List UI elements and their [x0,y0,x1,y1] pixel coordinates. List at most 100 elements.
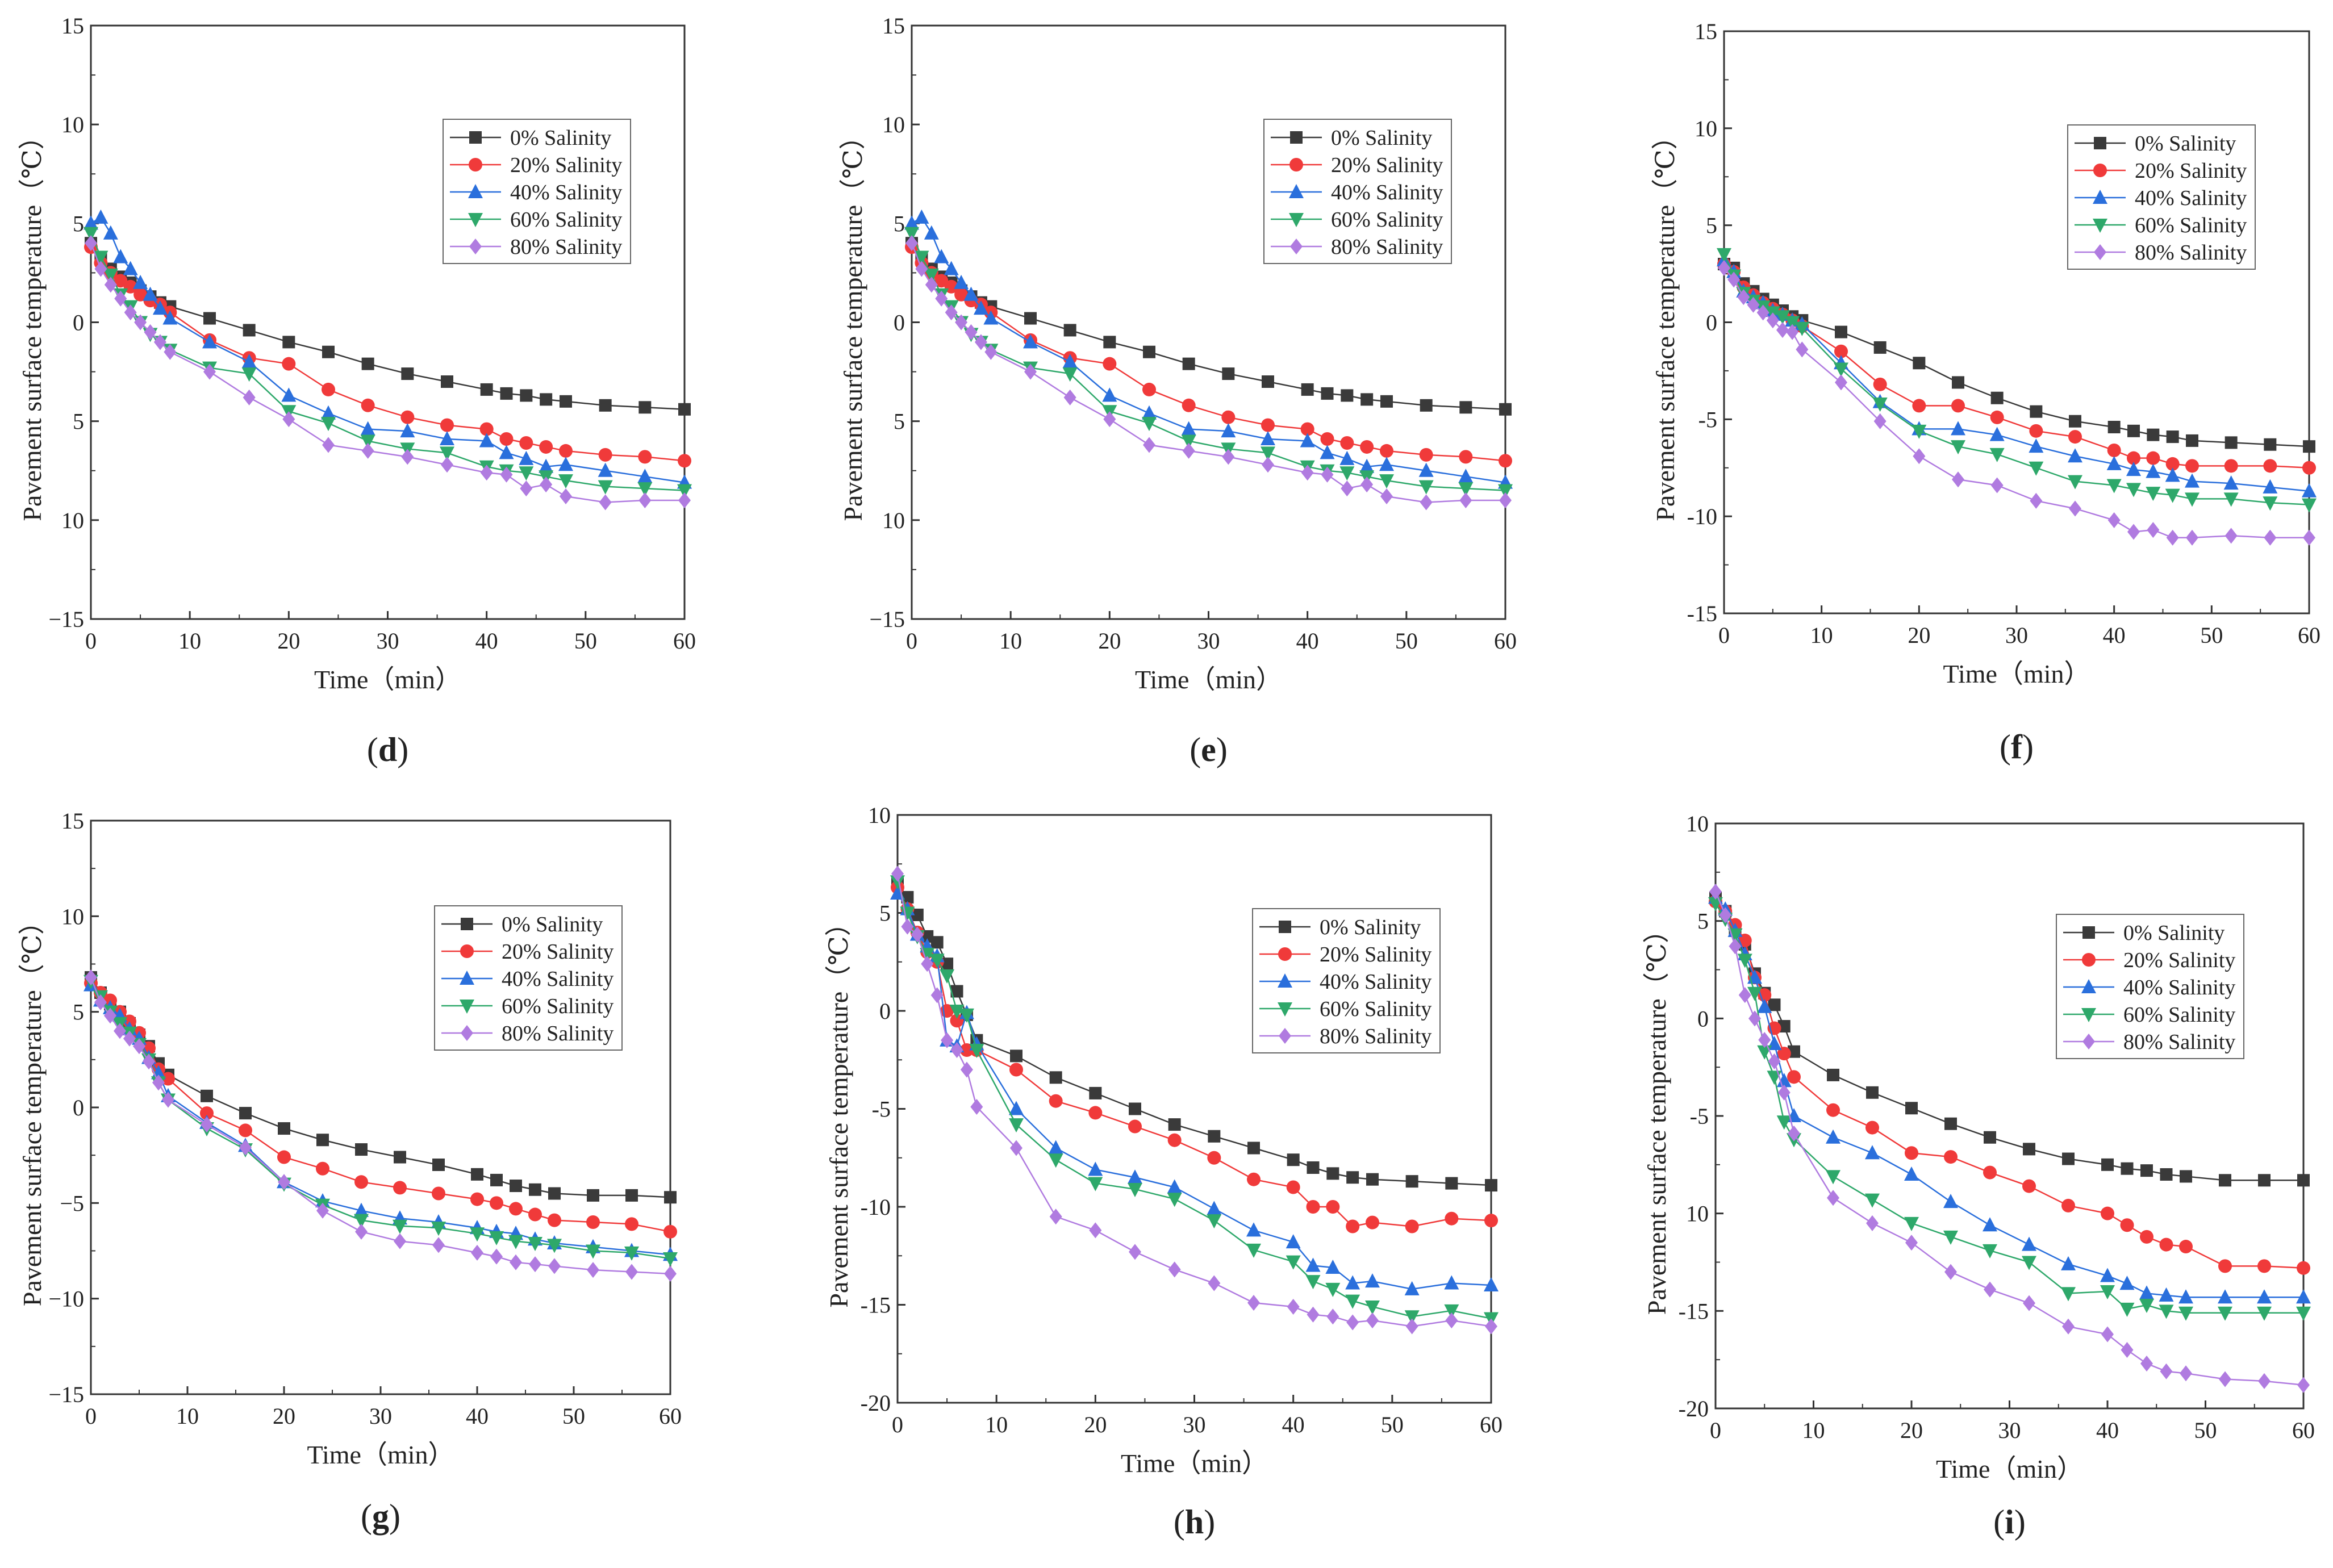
x-axis-label: Time（min） [1943,659,2090,688]
data-point [124,304,137,321]
data-point [559,444,573,458]
data-point [935,290,948,307]
data-point [1484,1214,1498,1228]
data-point [1246,1243,1261,1258]
plot-frame [911,24,1506,620]
x-tick-label: 40 [2096,1418,2119,1443]
legend-entry-label: 60% Salinity [1320,997,1431,1021]
x-tick-label: 20 [1084,1412,1107,1437]
data-point [1326,1308,1339,1325]
data-point [1167,1179,1182,1194]
x-tick-label: 0 [892,1412,903,1437]
x-tick-label: 40 [1282,1412,1305,1437]
data-point [278,1174,290,1190]
data-point [1405,1318,1418,1335]
data-point [1222,449,1235,465]
data-point [2165,457,2180,471]
data-point [1866,1086,1879,1099]
data-point [1826,1170,1840,1185]
legend-entry-label: 40% Salinity [1331,181,1443,204]
data-point [203,312,216,325]
data-point [2159,1287,2174,1302]
data-point [1445,1312,1458,1329]
data-point [2160,1363,2173,1379]
data-point [1346,1314,1359,1331]
legend-marker [2093,190,2107,204]
data-point [891,865,904,882]
legend-marker [2093,164,2107,177]
data-point [1129,1244,1141,1260]
data-point [1445,1211,1459,1226]
legend: 0% Salinity 20% Salinity 40% Salinity 60% S… [2067,124,2256,270]
data-point [321,405,336,420]
data-point [1261,431,1275,446]
data-point [2218,1289,2232,1304]
data-point [202,334,217,349]
data-point [1458,469,1474,483]
data-point [281,387,297,402]
legend-entry-label: 0% Salinity [502,913,603,936]
legend-entry-label: 60% Salinity [2123,1003,2235,1027]
y-tick-label: 10 [1686,811,1709,837]
data-point [1984,1131,1996,1144]
series-line-0-salinity [911,242,1506,411]
chart-panel-d: 0 10 20 30 40 50 60151050510−15Time（min）Paveme… [18,13,696,768]
panel-label: (i) [1993,1503,2026,1541]
data-point [490,1173,503,1186]
data-point [984,344,998,360]
data-point [663,1224,677,1239]
data-point [1420,399,1433,412]
data-point [2185,492,2200,507]
data-point [677,484,692,499]
y-tick-label: 15 [61,13,84,39]
legend-entry-label: 40% Salinity [2123,976,2235,1000]
data-point [2139,1285,2154,1300]
data-point [519,466,534,481]
y-tick-label: 15 [882,13,905,39]
data-point [637,469,653,483]
data-point [558,457,573,471]
data-point [1221,410,1236,424]
data-point [1089,1222,1102,1239]
data-point [94,994,107,1010]
x-tick-label: 50 [562,1403,585,1429]
data-point [941,1032,954,1048]
data-point [944,261,959,275]
data-point [2069,415,2081,428]
data-point [1129,1102,1141,1115]
y-tick-label: 0 [73,1095,84,1120]
data-point [1951,421,1965,436]
data-point [1365,1300,1380,1315]
data-point [1913,448,1926,465]
data-point [1048,1140,1063,1155]
x-tick-label: 10 [999,628,1022,654]
data-point [2061,1198,2075,1212]
y-tick-label: 5 [879,901,891,926]
data-point [1168,1261,1181,1278]
data-point [598,462,613,477]
data-point [2179,1240,2193,1254]
legend-marker [468,213,483,227]
data-point [1359,458,1375,473]
data-point [489,1231,504,1245]
data-point [2147,522,2160,538]
legend-marker [2093,219,2107,233]
legend-entry-label: 80% Salinity [1320,1025,1431,1048]
data-point [1247,1172,1261,1186]
data-point [1404,1310,1420,1325]
data-point [1325,1259,1341,1274]
data-point [1459,492,1472,508]
y-axis-label: Pavement surface temperature（℃） [838,123,867,521]
data-point [1142,405,1157,420]
x-tick-label: 60 [1494,628,1517,654]
y-tick-label: 0 [894,310,905,336]
data-point [2264,529,2277,546]
data-point [1142,417,1157,432]
data-point [586,1244,600,1259]
data-point [950,985,963,998]
data-point [1339,450,1355,465]
series-line-20-salinity [1723,264,2310,469]
data-point [911,908,924,921]
y-tick-label: -10 [1687,504,1717,529]
data-point [2146,451,2160,465]
